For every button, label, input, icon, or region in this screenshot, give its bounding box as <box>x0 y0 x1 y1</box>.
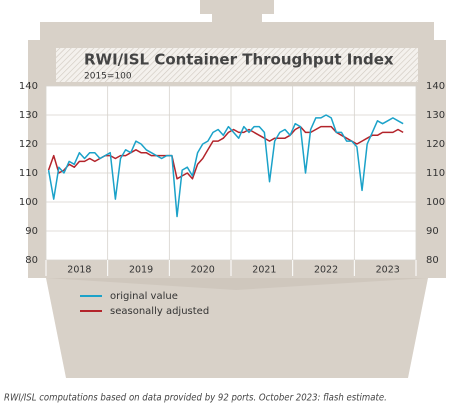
y-tick-label: 130 <box>19 110 38 121</box>
x-tick-label: 2020 <box>191 265 215 276</box>
x-tick-label: 2021 <box>252 265 276 276</box>
y2-tick-label: 90 <box>426 226 439 237</box>
chart-subtitle: 2015=100 <box>84 72 132 82</box>
y2-tick-label: 130 <box>426 110 445 121</box>
x-tick-label: 2023 <box>376 265 400 276</box>
footnote: RWI/ISL computations based on data provi… <box>4 393 387 404</box>
chart-title: RWI/ISL Container Throughput Index <box>84 51 394 69</box>
legend-label: seasonally adjusted <box>110 306 209 317</box>
y-tick-label: 120 <box>19 139 38 150</box>
y-tick-label: 80 <box>25 255 38 266</box>
y-tick-label: 110 <box>19 168 38 179</box>
x-tick-label: 2018 <box>67 265 91 276</box>
series-line <box>47 114 404 218</box>
y2-tick-label: 120 <box>426 139 445 150</box>
y2-tick-label: 100 <box>426 197 445 208</box>
y2-tick-label: 110 <box>426 168 445 179</box>
x-tick-label: 2019 <box>129 265 153 276</box>
y2-tick-label: 140 <box>426 81 445 92</box>
y-tick-label: 140 <box>19 81 38 92</box>
legend-label: original value <box>110 291 178 302</box>
y-tick-label: 90 <box>25 226 38 237</box>
x-tick-label: 2022 <box>314 265 338 276</box>
title-box <box>56 48 418 82</box>
y-tick-label: 100 <box>19 197 38 208</box>
y2-tick-label: 80 <box>426 255 439 266</box>
hull-stripe <box>46 278 428 290</box>
